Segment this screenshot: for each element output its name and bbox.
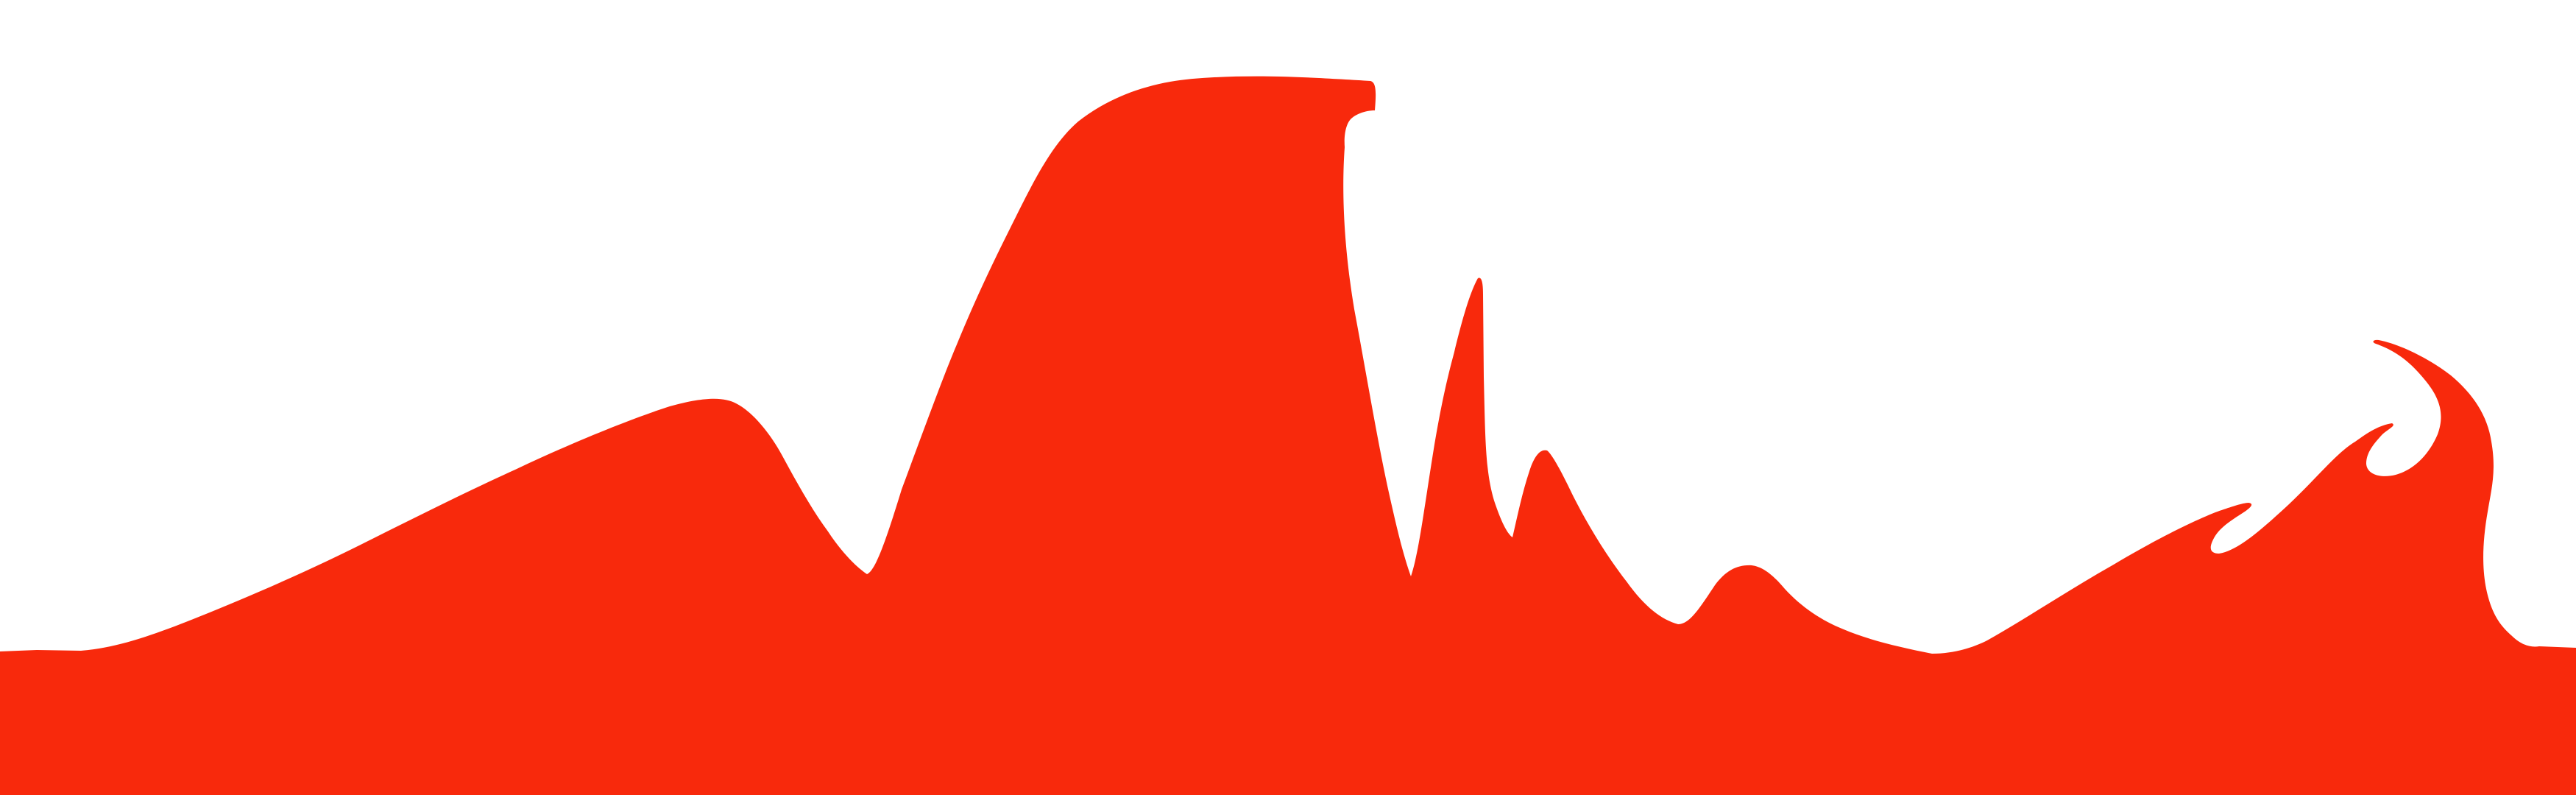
wave-shape [0, 76, 2576, 795]
